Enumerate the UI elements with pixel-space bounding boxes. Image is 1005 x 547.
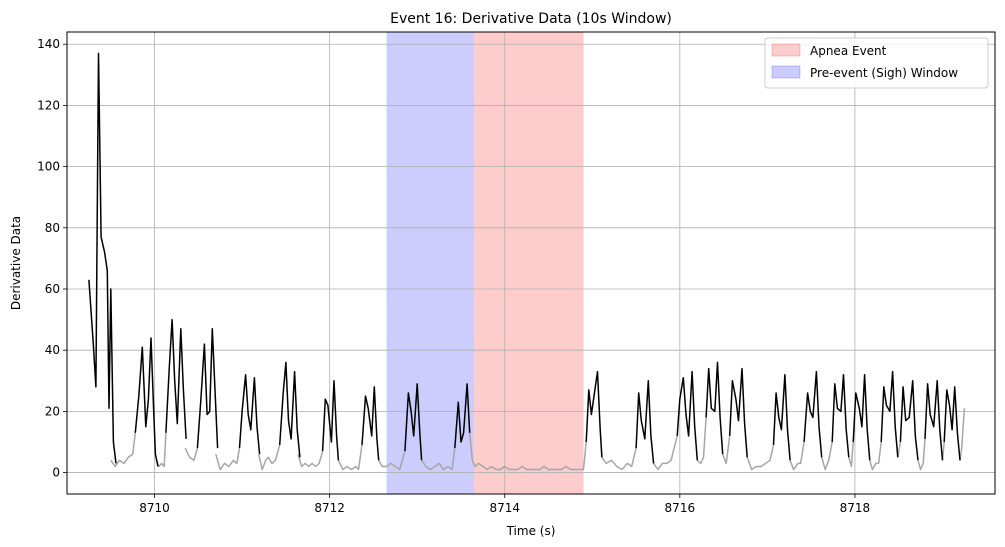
y-tick-label: 20 <box>45 404 60 418</box>
series-breath-peaks-segment-8 <box>404 383 423 461</box>
legend-label-pre-event-window: Pre-event (Sigh) Window <box>810 66 958 80</box>
legend-box <box>764 37 989 89</box>
series-breath-peaks-segment-0 <box>88 52 117 464</box>
legend: Apnea Event Pre-event (Sigh) Window <box>764 37 989 89</box>
series-baseline-segment-10 <box>601 447 637 471</box>
lines-layer <box>88 52 966 471</box>
y-tick-label: 120 <box>37 98 60 112</box>
series-breath-peaks-segment-2 <box>165 318 187 439</box>
series-breath-peaks-segment-19 <box>880 370 899 458</box>
series-baseline-segment-15 <box>789 441 805 471</box>
series-baseline-segment-22 <box>959 408 966 461</box>
x-tick-label: 8712 <box>314 501 345 515</box>
series-breath-peaks-segment-20 <box>899 380 919 461</box>
x-axis-label: Time (s) <box>506 524 556 538</box>
x-tick-label: 8718 <box>840 501 871 515</box>
series-breath-peaks-segment-9 <box>454 383 471 449</box>
y-tick-label: 140 <box>37 37 60 51</box>
series-baseline-segment-3 <box>215 447 241 471</box>
plot-frame <box>66 31 996 495</box>
chart-title: Event 16: Derivative Data (10s Window) <box>390 11 672 27</box>
series-baseline-segment-0 <box>110 432 137 468</box>
series-baseline-segment-11 <box>652 435 678 471</box>
x-tick-label: 8714 <box>489 501 520 515</box>
y-axis-label: Derivative Data <box>9 216 23 310</box>
series-breath-peaks-segment-4 <box>238 373 261 455</box>
series-breath-peaks-segment-3 <box>196 328 219 449</box>
y-tick-label: 80 <box>45 221 60 235</box>
spans-layer <box>386 32 584 494</box>
series-breath-peaks-segment-7 <box>361 386 380 461</box>
series-breath-peaks-segment-13 <box>705 361 724 455</box>
x-tick-label: 8710 <box>139 501 170 515</box>
series-breath-peaks-segment-6 <box>321 380 340 461</box>
series-baseline-segment-7 <box>378 450 406 471</box>
series-baseline-segment-5 <box>297 450 324 468</box>
series-breath-peaks-segment-14 <box>728 367 748 458</box>
y-tick-label: 60 <box>45 282 60 296</box>
series-breath-peaks-segment-11 <box>635 380 655 464</box>
legend-swatch-apnea-event <box>771 43 801 57</box>
series-breath-peaks-segment-18 <box>852 373 871 461</box>
y-tick-label: 0 <box>52 466 60 480</box>
series-breath-peaks-segment-16 <box>803 370 823 458</box>
series-breath-peaks-segment-10 <box>585 370 603 458</box>
series-baseline-segment-14 <box>746 444 775 471</box>
series-breath-peaks-segment-22 <box>943 386 961 461</box>
series-baseline-segment-17 <box>848 441 854 468</box>
span-apnea-event <box>474 32 584 494</box>
series-breath-peaks-segment-5 <box>278 361 301 458</box>
legend-label-apnea-event: Apnea Event <box>810 44 887 58</box>
y-tick-label: 100 <box>37 160 60 174</box>
x-tick-label: 8716 <box>665 501 696 515</box>
series-breath-peaks-segment-12 <box>676 370 699 461</box>
series-breath-peaks-segment-21 <box>924 380 944 461</box>
span-pre-event-window <box>386 32 475 494</box>
series-breath-peaks-segment-17 <box>831 373 850 458</box>
series-baseline-segment-20 <box>917 438 926 471</box>
series-baseline-segment-8 <box>420 448 456 471</box>
ticks-layer: 8710 8712 8714 8716 8718 0 20 40 60 80 100 120 140 <box>37 37 870 515</box>
series-breath-peaks-segment-15 <box>772 373 791 461</box>
series-baseline-segment-13 <box>721 435 731 465</box>
legend-swatch-pre-event-window <box>771 65 801 79</box>
y-tick-label: 40 <box>45 343 60 357</box>
series-baseline-segment-9 <box>468 432 587 471</box>
series-baseline-segment-18 <box>869 441 882 471</box>
series-baseline-segment-16 <box>820 441 833 471</box>
series-baseline-segment-2 <box>184 447 199 462</box>
series-breath-peaks-segment-1 <box>134 337 159 467</box>
series-baseline-segment-4 <box>257 444 281 471</box>
series-baseline-segment-12 <box>696 417 707 465</box>
series-baseline-segment-6 <box>337 444 363 471</box>
